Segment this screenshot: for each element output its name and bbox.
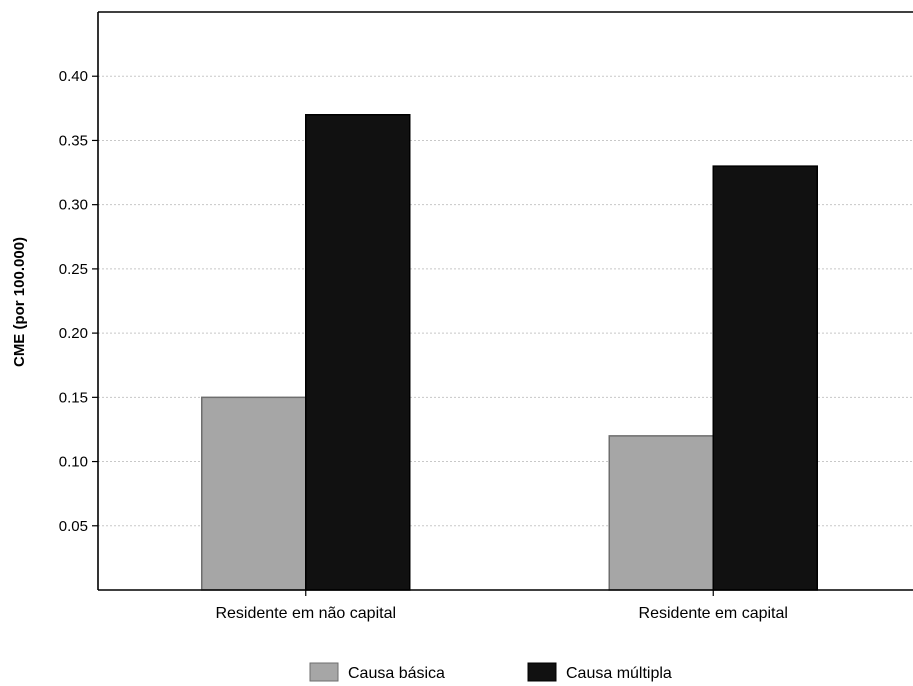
y-axis-title: CME (por 100.000): [11, 237, 28, 367]
x-tick-label: Residente em não capital: [215, 605, 396, 622]
legend: Causa básica Causa múltipla: [309, 662, 672, 682]
bar: [201, 396, 307, 591]
bar: [608, 435, 714, 591]
y-tick-label: 0.25: [59, 261, 88, 278]
legend-label: Causa básica: [348, 665, 445, 682]
y-ticks: 0.05 0.10 0.15 0.20 0.25 0.30 0.35 0.40: [59, 68, 98, 535]
x-tick-label: Residente em capital: [639, 605, 788, 622]
bar: [712, 165, 818, 591]
bar: [305, 114, 411, 591]
y-tick-label: 0.05: [59, 518, 88, 535]
legend-swatch: [527, 662, 557, 682]
y-tick-label: 0.10: [59, 454, 88, 471]
y-tick-label: 0.20: [59, 325, 88, 342]
x-tick-labels: Residente em não capital Residente em cap…: [215, 590, 788, 622]
legend-label: Causa múltipla: [566, 665, 672, 682]
y-tick-label: 0.40: [59, 68, 88, 85]
axes: [97, 11, 913, 591]
bars: [201, 114, 818, 591]
y-tick-label: 0.30: [59, 197, 88, 214]
legend-swatch: [309, 662, 339, 682]
y-tick-label: 0.35: [59, 132, 88, 149]
y-tick-label: 0.15: [59, 389, 88, 406]
